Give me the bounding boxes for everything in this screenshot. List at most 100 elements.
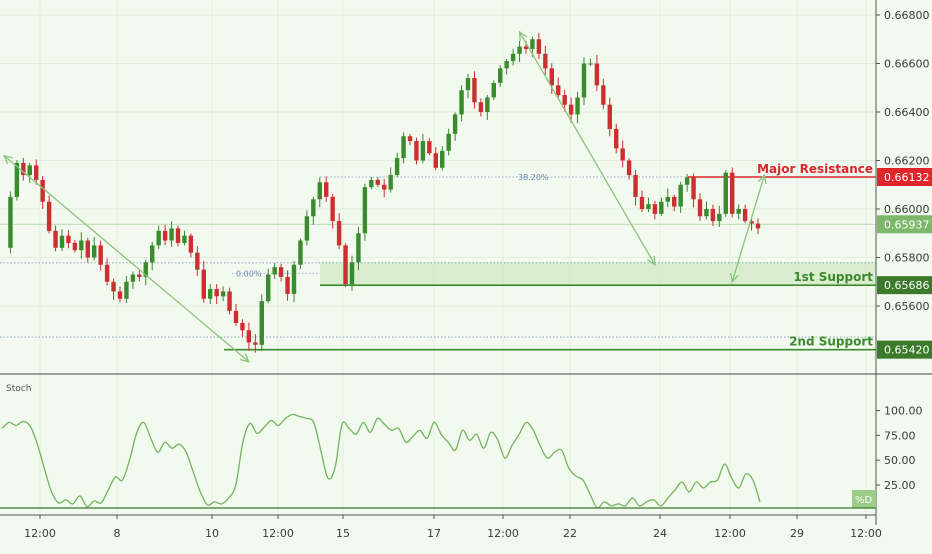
- candle-body: [375, 179, 380, 185]
- candle-body: [684, 177, 690, 185]
- stoch-tick-label: 25.00: [884, 479, 916, 492]
- candle-body: [614, 128, 619, 149]
- candle-body: [704, 209, 709, 217]
- time-tick-label: 15: [336, 527, 350, 540]
- candle-body: [227, 291, 232, 311]
- trend-arrow-tail-head: [730, 272, 739, 284]
- time-tick-label: 12:00: [24, 527, 56, 540]
- candle-body: [723, 172, 728, 214]
- price-tick-label: 0.66400: [884, 106, 930, 119]
- price-axis-ticks: 0.65600 0.65800 0.66000 0.66200 0.66400 0.666…: [876, 9, 930, 313]
- candle-body: [298, 240, 303, 265]
- level-labels: Major Resistance 1st Support 2nd Support: [757, 162, 873, 349]
- candle-body: [730, 172, 735, 214]
- candle-body: [214, 289, 219, 297]
- support1-price-badge-bg: [877, 276, 932, 295]
- candle-body: [665, 196, 670, 202]
- stoch-d-line: [1, 413, 761, 509]
- candle-body: [336, 221, 342, 246]
- support2-price-badge: 0.65420: [884, 344, 930, 357]
- candle-body: [459, 90, 464, 115]
- candle-body: [440, 150, 445, 168]
- candle-body: [188, 235, 194, 253]
- stoch-axis-ticks: 25.00 50.00 75.00 100.00: [876, 405, 923, 492]
- candle-body: [53, 230, 58, 248]
- candle-body: [465, 78, 471, 91]
- candle-body: [111, 281, 116, 292]
- candle-body: [278, 267, 284, 277]
- candles: [8, 32, 761, 353]
- trend-arrow-head: [647, 255, 656, 267]
- stoch-d-badge-bg: [852, 490, 876, 508]
- candle-body: [79, 240, 84, 251]
- candle-body: [66, 235, 71, 243]
- candle-body: [304, 216, 310, 241]
- candle-body: [581, 63, 587, 98]
- time-axis-ticks: 12:00 8 10 12:00 15 17 12:00 22 24 12:00 29 12:00: [24, 515, 882, 540]
- candle-body: [433, 153, 438, 168]
- price-grid: [0, 0, 876, 515]
- candle-body: [195, 252, 200, 270]
- stoch-tick-label: 100.00: [884, 405, 923, 418]
- candle-body: [742, 209, 748, 222]
- candle-body: [362, 187, 368, 234]
- support2-price-badge-bg: [877, 340, 932, 359]
- price-pane[interactable]: 38.20% 0.00% Major Resistance 1st Support 2…: [0, 0, 876, 515]
- candle-body: [633, 175, 638, 197]
- time-tick-label: 17: [427, 527, 441, 540]
- candle-body: [736, 209, 741, 214]
- candle-body: [137, 274, 142, 277]
- time-tick-label: 12:00: [714, 527, 746, 540]
- candle-body: [117, 291, 123, 299]
- stoch-tick-label: 50.00: [884, 454, 916, 467]
- candle-body: [330, 196, 335, 222]
- stoch-tick-label: 75.00: [884, 429, 916, 442]
- candle-body: [549, 68, 554, 86]
- time-tick-label: 29: [790, 527, 804, 540]
- candle-body: [162, 230, 168, 241]
- candle-body: [156, 230, 161, 246]
- candle-body: [536, 39, 542, 54]
- support1-price-badge: 0.65686: [884, 279, 930, 292]
- price-tick-label: 0.65800: [884, 252, 930, 265]
- candle-body: [92, 245, 97, 258]
- candle-body: [343, 245, 348, 285]
- trend-arrows: [2, 30, 767, 363]
- candle-body: [130, 274, 136, 282]
- candle-body: [8, 196, 13, 248]
- candle-body: [601, 85, 606, 105]
- candle-body: [394, 158, 400, 176]
- candle-body: [691, 177, 696, 200]
- fib-label-0: 0.00%: [236, 269, 262, 278]
- stoch-d-badge-label: %D: [855, 495, 873, 506]
- candle-body: [291, 264, 297, 294]
- candle-body: [717, 213, 722, 222]
- candle-body: [510, 53, 516, 62]
- stoch-pane[interactable]: Stoch 25.00 50.00 75.00 100.00 %D: [0, 384, 923, 509]
- candle-body: [517, 46, 522, 54]
- candle-body: [175, 228, 181, 243]
- candle-body: [588, 63, 593, 65]
- candle-body: [150, 245, 155, 263]
- trend-arrow-line: [3, 155, 250, 363]
- candle-body: [446, 133, 451, 151]
- candle-body: [169, 228, 174, 241]
- time-tick-label: 24: [653, 527, 667, 540]
- candle-body: [652, 204, 658, 214]
- candle-body: [620, 148, 625, 161]
- candle-body: [317, 182, 322, 200]
- candle-body: [504, 61, 509, 69]
- candle-body: [240, 322, 245, 331]
- time-tick-label: 12:00: [262, 527, 294, 540]
- candle-body: [498, 68, 503, 83]
- candle-body: [259, 301, 264, 345]
- fib-labels: 38.20% 0.00%: [236, 173, 549, 278]
- time-tick-label: 10: [205, 527, 219, 540]
- candle-body: [659, 201, 664, 214]
- candle-body: [34, 165, 39, 180]
- candle-body: [556, 85, 561, 96]
- candle-body: [626, 160, 632, 176]
- candle-body: [543, 53, 548, 69]
